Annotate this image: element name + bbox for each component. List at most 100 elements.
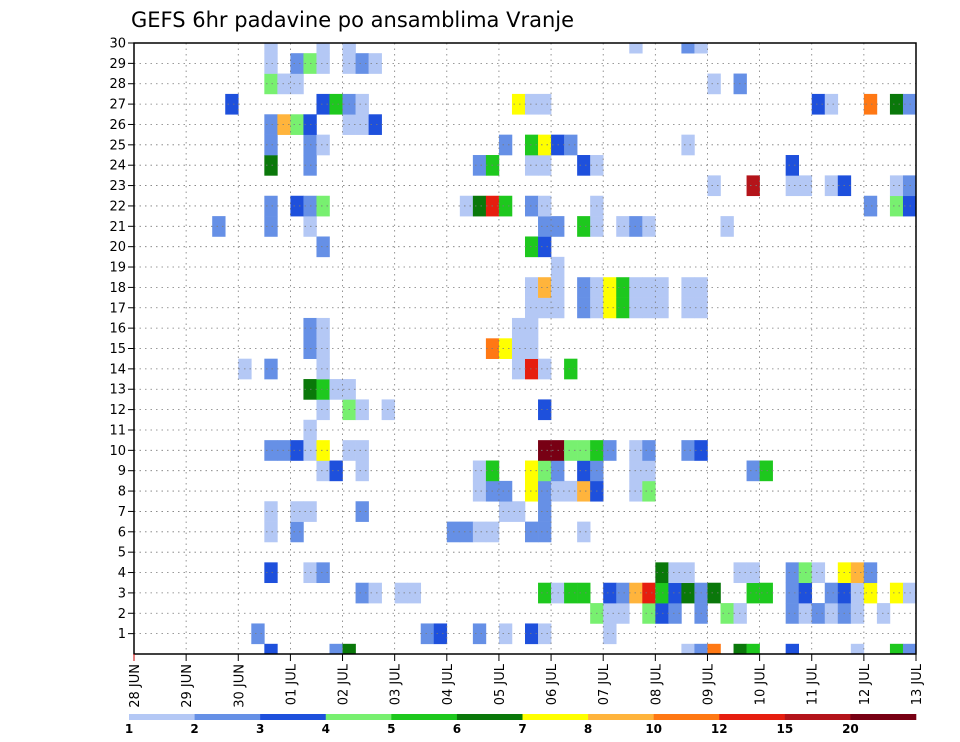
heatmap-cell — [538, 358, 552, 380]
y-tick-label: 6 — [118, 525, 126, 540]
heatmap-cell — [668, 562, 682, 584]
x-tick-label: 13 JUL — [910, 663, 925, 705]
heatmap-cell — [498, 338, 513, 359]
heatmap-cell — [355, 53, 369, 74]
y-tick-label: 28 — [109, 77, 126, 92]
y-tick-label: 30 — [109, 37, 126, 52]
y-axis-ticks: 1234567891011121314151617181920212223242… — [109, 37, 134, 642]
heatmap-cell — [538, 195, 552, 217]
y-tick-label: 16 — [109, 322, 126, 337]
heatmap-cell — [616, 216, 630, 237]
y-tick-label: 7 — [118, 505, 126, 520]
heatmap-cell — [603, 603, 617, 624]
heatmap-cell — [577, 521, 591, 543]
y-tick-label: 24 — [109, 159, 126, 174]
x-tick-label: 01 JUL — [284, 663, 299, 705]
colorbar-label: 3 — [256, 722, 264, 736]
heatmap-cell — [472, 195, 487, 217]
y-tick-label: 19 — [109, 261, 126, 276]
heatmap-cell — [642, 460, 656, 482]
y-tick-label: 26 — [109, 118, 126, 133]
heatmap-cell — [538, 134, 552, 156]
heatmap-cell — [876, 603, 891, 624]
heatmap-cell — [564, 134, 578, 156]
colorbar-label: 12 — [711, 722, 728, 736]
heatmap-cell — [746, 460, 760, 482]
heatmap-cell — [616, 297, 630, 319]
heatmap-cell — [525, 236, 539, 258]
heatmap-cell — [564, 582, 578, 604]
heatmap-cell — [538, 297, 552, 319]
heatmap-cell — [264, 501, 278, 522]
colorbar-segment — [588, 714, 654, 720]
chart-title: GEFS 6hr padavine po ansamblima Vranje — [131, 8, 574, 32]
heatmap-cell — [355, 93, 369, 115]
heatmap-cell — [316, 399, 330, 421]
heatmap-cell — [863, 195, 878, 217]
heatmap-cell — [525, 93, 539, 115]
heatmap-cell — [720, 216, 734, 237]
colorbar-segment — [850, 714, 917, 720]
heatmap-cell — [785, 175, 799, 197]
x-tick-label: 10 JUL — [754, 663, 769, 705]
heatmap-cell — [342, 643, 356, 655]
heatmap-cell — [525, 460, 539, 482]
heatmap-cell — [642, 582, 656, 604]
x-tick-label: 07 JUL — [597, 663, 612, 705]
heatmap-cell — [459, 195, 474, 217]
heatmap-cell — [525, 297, 539, 319]
heatmap-cell — [642, 440, 656, 461]
heatmap-cell — [290, 501, 304, 522]
heatmap-cell — [616, 582, 630, 604]
heatmap-cell — [525, 623, 539, 645]
heatmap-cell — [785, 582, 799, 604]
heatmap-cell — [316, 460, 330, 482]
heatmap-cell — [811, 562, 826, 584]
colorbar-segment — [260, 714, 327, 720]
x-tick-label: 12 JUL — [858, 663, 873, 705]
heatmap-cell — [264, 562, 278, 584]
y-tick-label: 10 — [109, 444, 126, 459]
heatmap-cell — [681, 440, 695, 461]
heatmap-cell — [368, 114, 382, 135]
x-tick-label: 29 JUN — [180, 664, 195, 708]
heatmap-cell — [264, 358, 278, 380]
heatmap-cell — [538, 460, 552, 482]
heatmap-cell — [525, 521, 539, 543]
heatmap-cell — [577, 440, 591, 461]
heatmap-cell — [316, 379, 330, 400]
heatmap-cell — [824, 603, 839, 624]
heatmap-cell — [525, 277, 539, 298]
heatmap-cell — [316, 562, 330, 584]
heatmap-cell — [720, 603, 734, 624]
heatmap-cell — [785, 643, 799, 655]
heatmap-cell — [694, 643, 708, 655]
colorbar-label: 15 — [776, 722, 793, 736]
heatmap-cell — [342, 43, 356, 54]
heatmap-cell — [277, 440, 291, 461]
heatmap-cell — [681, 43, 695, 54]
heatmap-cell — [498, 623, 513, 645]
heatmap-cell — [264, 114, 278, 135]
y-tick-label: 8 — [118, 485, 126, 500]
heatmap-cell — [290, 114, 304, 135]
heatmap-cell — [511, 358, 526, 380]
heatmap-cell — [316, 93, 330, 115]
heatmap-cell — [264, 43, 278, 54]
heatmap-cell — [850, 643, 865, 655]
heatmap-cell — [824, 175, 839, 197]
heatmap-cell — [824, 582, 839, 604]
heatmap-cell — [850, 582, 865, 604]
heatmap-cell — [746, 643, 760, 655]
heatmap-cell — [316, 53, 330, 74]
heatmap-cell — [642, 480, 656, 502]
heatmap-cell — [290, 195, 304, 217]
heatmap-cell — [785, 603, 799, 624]
heatmap-cell — [538, 440, 552, 461]
heatmap-cell — [394, 582, 408, 604]
colorbar-segment — [653, 714, 720, 720]
x-tick-label: 28 JUN — [128, 664, 143, 708]
heatmap-cell — [355, 582, 369, 604]
heatmap-cell — [368, 582, 382, 604]
heatmap-cell — [785, 562, 799, 584]
